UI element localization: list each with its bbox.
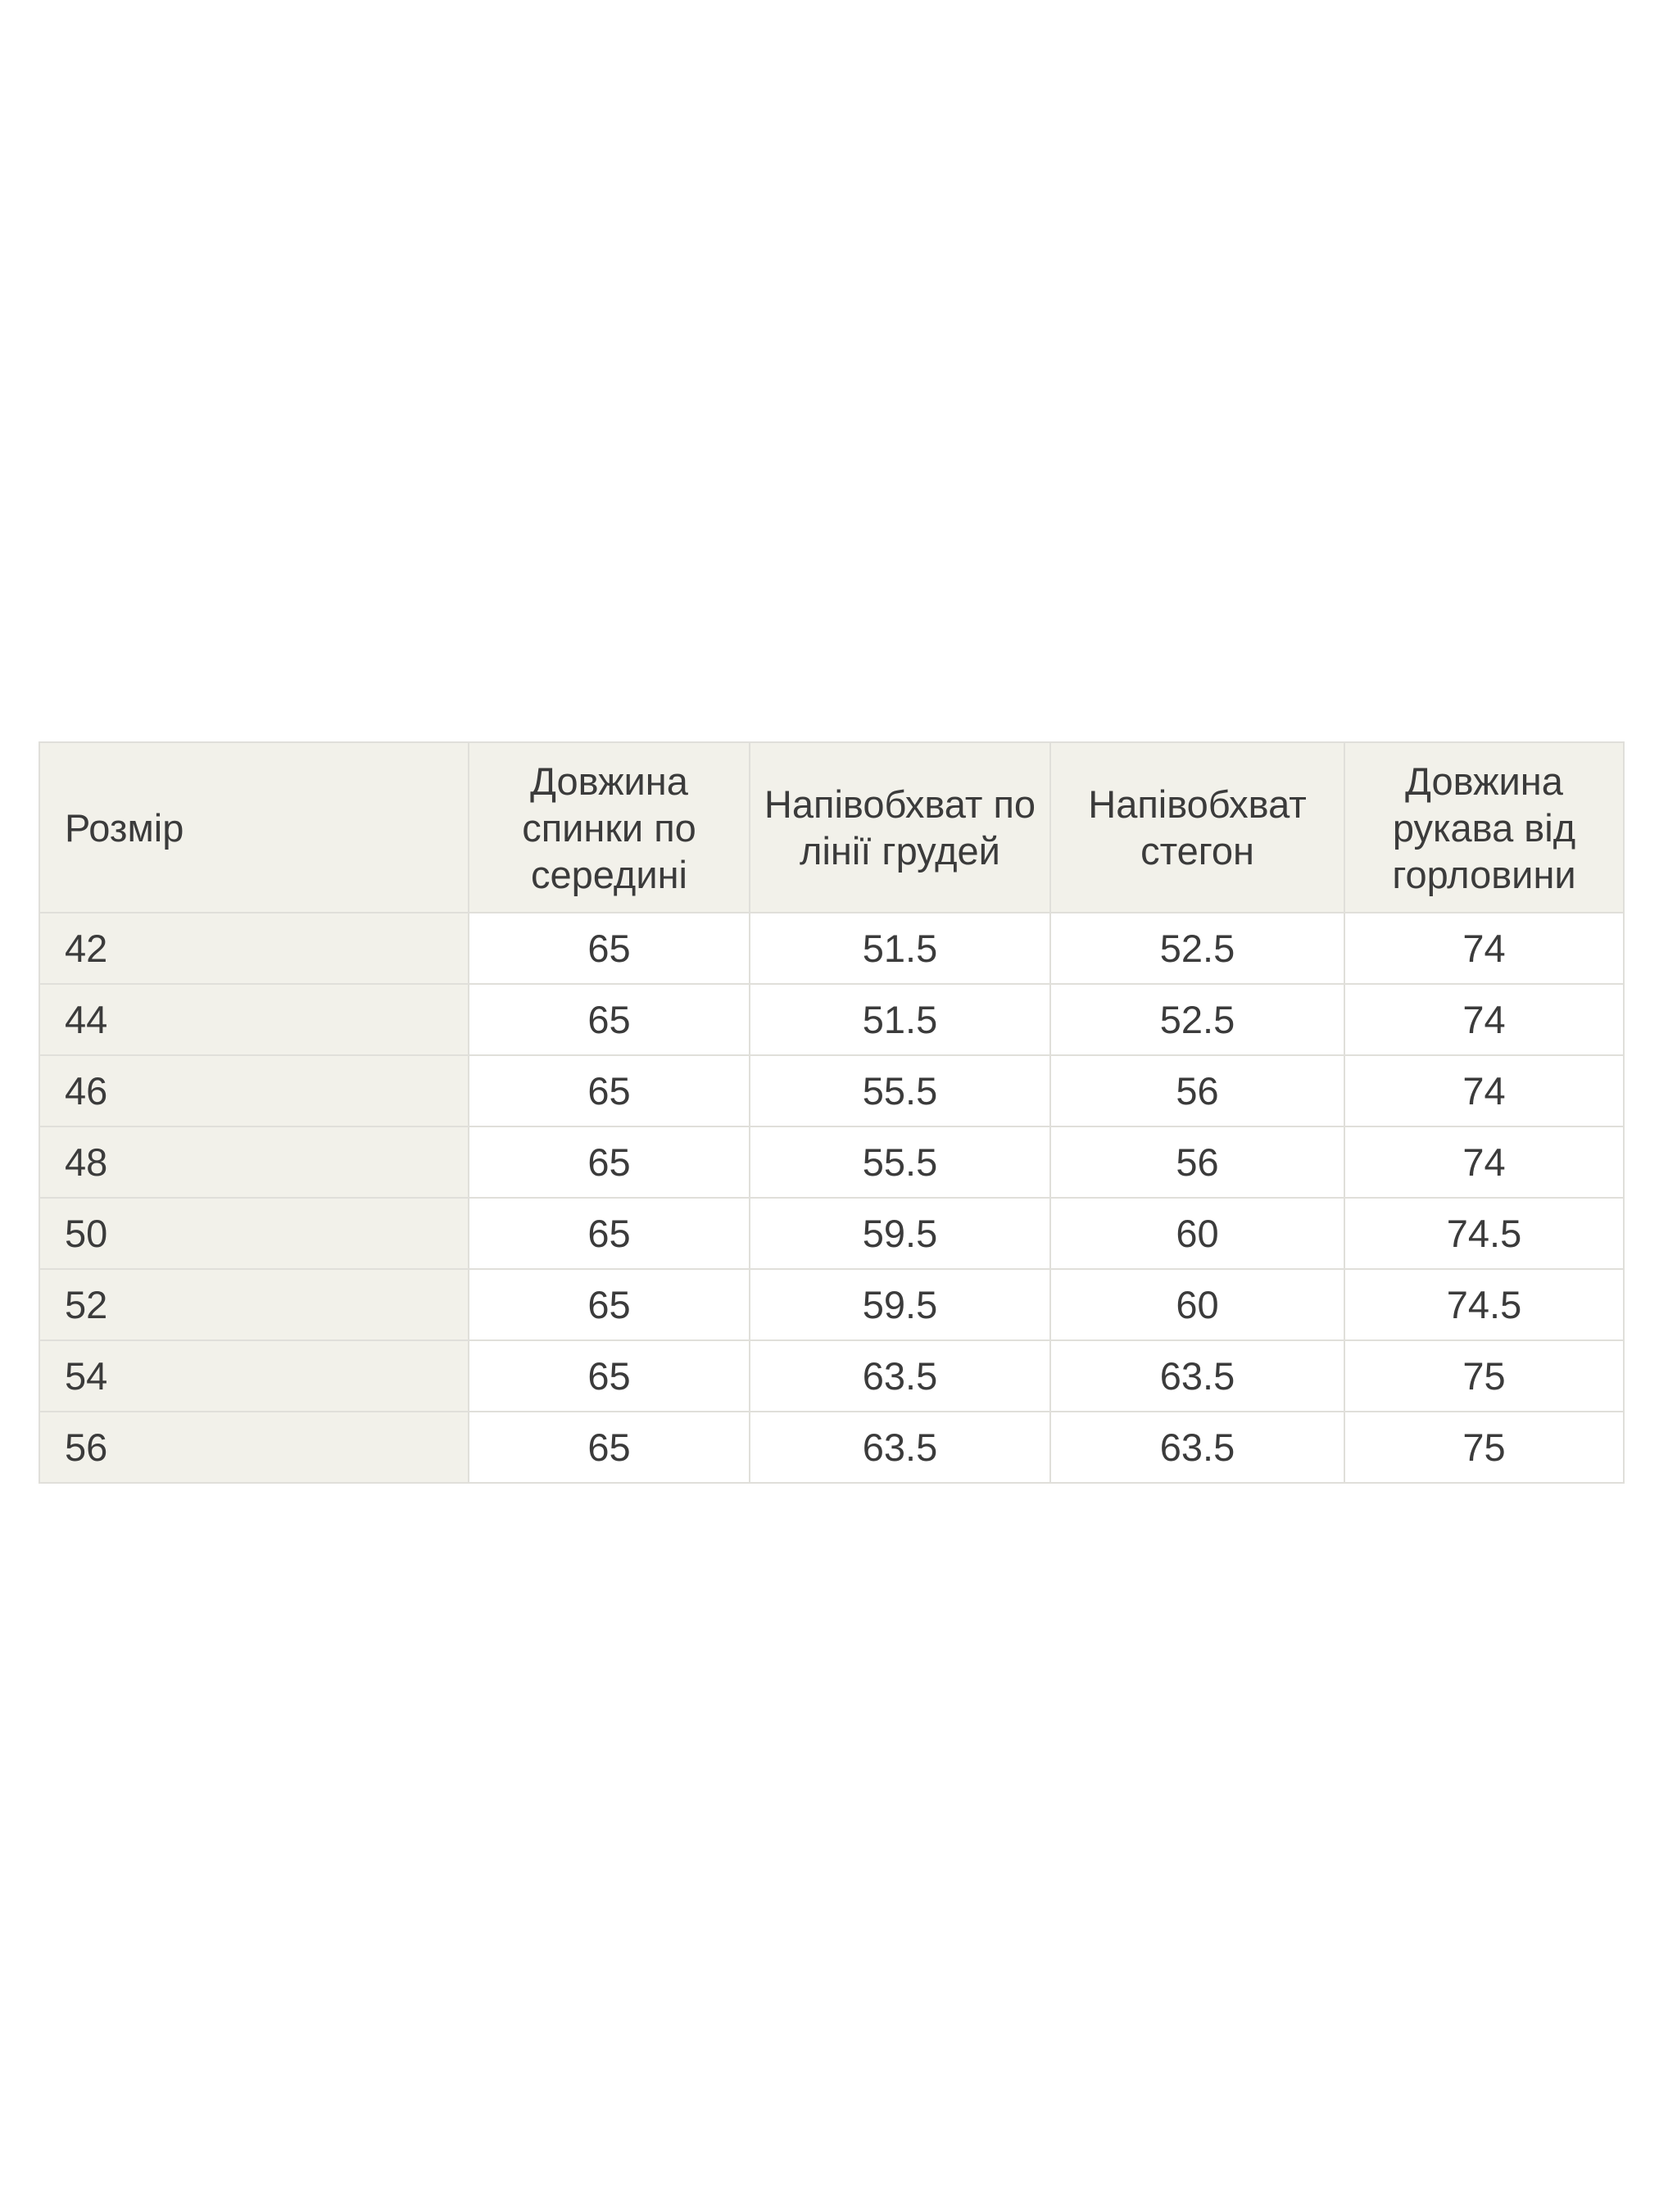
table-row: 42 65 51.5 52.5 74 [39,912,1625,985]
header-row: Розмір Довжина спинки по середині Напіво… [39,741,1625,913]
cell-size: 52 [39,1268,469,1341]
cell-sleeve-length: 74 [1344,983,1625,1056]
table-row: 50 65 59.5 60 74.5 [39,1197,1625,1270]
table-row: 48 65 55.5 56 74 [39,1126,1625,1199]
table-row: 56 65 63.5 63.5 75 [39,1411,1625,1484]
cell-half-hips: 60 [1049,1268,1345,1341]
cell-back-length: 65 [468,1339,750,1412]
cell-size: 50 [39,1197,469,1270]
cell-half-chest: 51.5 [749,912,1051,985]
cell-back-length: 65 [468,1054,750,1127]
cell-half-chest: 63.5 [749,1411,1051,1484]
cell-half-hips: 63.5 [1049,1339,1345,1412]
cell-half-chest: 59.5 [749,1268,1051,1341]
table-row: 44 65 51.5 52.5 74 [39,983,1625,1056]
size-chart-table: Розмір Довжина спинки по середині Напіво… [39,741,1625,1484]
cell-half-chest: 59.5 [749,1197,1051,1270]
cell-size: 48 [39,1126,469,1199]
table-row: 46 65 55.5 56 74 [39,1054,1625,1127]
cell-half-hips: 60 [1049,1197,1345,1270]
cell-sleeve-length: 74.5 [1344,1268,1625,1341]
cell-half-hips: 56 [1049,1126,1345,1199]
cell-half-chest: 63.5 [749,1339,1051,1412]
column-header-size: Розмір [39,741,469,913]
column-header-sleeve-length: Довжина рукава від горловини [1344,741,1625,913]
cell-back-length: 65 [468,1411,750,1484]
cell-back-length: 65 [468,1126,750,1199]
cell-back-length: 65 [468,1197,750,1270]
cell-sleeve-length: 74 [1344,1126,1625,1199]
cell-half-chest: 55.5 [749,1126,1051,1199]
cell-half-hips: 52.5 [1049,912,1345,985]
cell-size: 54 [39,1339,469,1412]
cell-sleeve-length: 75 [1344,1411,1625,1484]
cell-sleeve-length: 75 [1344,1339,1625,1412]
cell-half-hips: 52.5 [1049,983,1345,1056]
column-header-half-chest: Напівобхват по лінії грудей [749,741,1051,913]
cell-sleeve-length: 74.5 [1344,1197,1625,1270]
column-header-half-hips: Напівобхват стегон [1049,741,1345,913]
cell-half-chest: 51.5 [749,983,1051,1056]
cell-half-hips: 63.5 [1049,1411,1345,1484]
cell-back-length: 65 [468,983,750,1056]
cell-sleeve-length: 74 [1344,1054,1625,1127]
cell-back-length: 65 [468,912,750,985]
cell-half-chest: 55.5 [749,1054,1051,1127]
cell-sleeve-length: 74 [1344,912,1625,985]
cell-half-hips: 56 [1049,1054,1345,1127]
cell-size: 44 [39,983,469,1056]
cell-size: 46 [39,1054,469,1127]
table-row: 52 65 59.5 60 74.5 [39,1268,1625,1341]
column-header-back-length: Довжина спинки по середині [468,741,750,913]
table-row: 54 65 63.5 63.5 75 [39,1339,1625,1412]
cell-back-length: 65 [468,1268,750,1341]
cell-size: 56 [39,1411,469,1484]
cell-size: 42 [39,912,469,985]
